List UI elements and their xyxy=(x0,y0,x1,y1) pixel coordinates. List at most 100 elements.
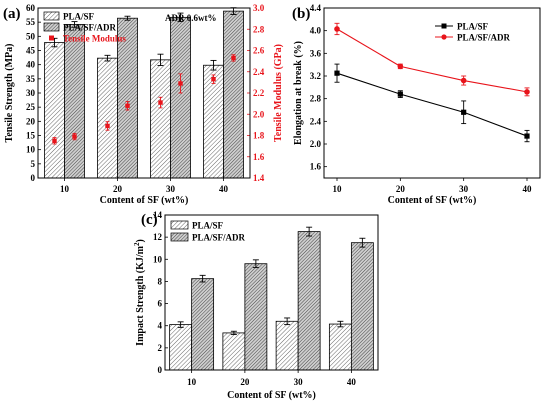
y-right-tick-label: 2.2 xyxy=(253,88,265,98)
y-right-tick-label: 2.6 xyxy=(253,46,265,56)
y-right-tick-label: 1.4 xyxy=(253,173,265,183)
y-tick-label: 15 xyxy=(26,131,36,141)
y-tick-label: 50 xyxy=(26,31,36,41)
legend-label: PLA/SF xyxy=(192,221,224,231)
series-line-pla-sf xyxy=(336,72,528,137)
y-tick-label: 35 xyxy=(26,74,36,84)
y-right-tick-label: 2.4 xyxy=(253,67,265,77)
y-right-tick-label: 3.0 xyxy=(253,3,265,13)
y-tick-label: 3.2 xyxy=(310,71,322,81)
y-tick-label: 55 xyxy=(26,17,36,27)
series-line-pla-sf-adr xyxy=(336,28,528,93)
x-tick-label: 20 xyxy=(396,184,406,194)
y-right-tick-label: 1.8 xyxy=(253,131,265,141)
modulus-point-10-left xyxy=(52,138,57,144)
panel-b: (b) 1.6 2.0 2.4 2.8 3.2 3.6 4.0 4.4 10 20 30 40 PLA/S… xyxy=(292,3,541,206)
bar-pla-sf-adr-20 xyxy=(244,263,268,371)
bar-pla-sf-10 xyxy=(44,42,65,179)
y-tick-label: 2.8 xyxy=(310,94,322,104)
legend-swatch-modulus xyxy=(49,35,54,41)
legend-label: PLA/SF/ADR xyxy=(192,233,246,243)
y-tick-label: 8 xyxy=(158,276,163,286)
modulus-point-20-right xyxy=(125,103,130,108)
legend-swatch xyxy=(170,220,189,230)
y-tick-label: 30 xyxy=(26,88,36,98)
y-right-tick-label: 1.6 xyxy=(253,152,265,162)
y-tick-label: 10 xyxy=(153,254,163,264)
bar-pla-sf-adr-40 xyxy=(223,10,244,179)
plot-frame xyxy=(164,214,379,371)
legend-label: PLA/SF/ADR xyxy=(457,33,511,43)
bar-pla-sf-40 xyxy=(328,323,352,371)
y-tick-label: 0 xyxy=(158,365,163,375)
legend-label: PLA/SF/ADR xyxy=(63,23,117,33)
y-tick-label: 60 xyxy=(26,3,36,13)
bar-pla-sf-adr-30 xyxy=(297,231,321,371)
y-tick-label: 6 xyxy=(158,299,163,309)
x-tick-label: 40 xyxy=(523,184,533,194)
x-axis-title: Content of SF (wt%) xyxy=(100,195,189,206)
y-tick-label: 2.4 xyxy=(310,116,322,126)
bar-pla-sf-adr-10 xyxy=(64,24,85,179)
legend-marker-pla-sf-adr xyxy=(441,34,447,40)
point-pla-sf-10 xyxy=(334,70,340,76)
modulus-point-40-right xyxy=(231,55,236,61)
x-tick-label: 30 xyxy=(459,184,469,194)
bar-pla-sf-adr-30 xyxy=(170,16,191,179)
y-right-axis-title: Tensile Modulus (GPa) xyxy=(273,44,284,142)
legend-swatch xyxy=(170,232,189,242)
y-right-tick-label: 2.0 xyxy=(253,109,265,119)
bar-pla-sf-10 xyxy=(169,324,193,371)
panel-a: (a) 0 5 10 15 20 25 30 35 40 45 50 55 60 1.4 1.6 1.8 2.0 2… xyxy=(3,3,284,206)
y-tick-label: 40 xyxy=(26,60,36,70)
panel-c: (c) 0 2 4 6 8 10 12 14 10 20 30 40 PLA/SF PLA/SF/ADR Co… xyxy=(133,210,379,401)
bar-pla-sf-20 xyxy=(97,57,118,179)
modulus-point-10-right xyxy=(72,134,77,139)
point-pla-sf-adr-20 xyxy=(397,63,404,70)
modulus-point-30-left xyxy=(158,100,163,105)
modulus-point-40-left xyxy=(211,76,216,82)
point-pla-sf-adr-40 xyxy=(524,89,530,95)
x-tick-label: 40 xyxy=(347,377,357,387)
y-tick-label: 2.0 xyxy=(310,139,322,149)
y-tick-label: 4.4 xyxy=(310,3,322,13)
point-pla-sf-adr-30 xyxy=(460,77,467,84)
x-tick-label: 40 xyxy=(219,184,229,194)
y-tick-label: 0 xyxy=(31,173,36,183)
y-tick-label: 4.0 xyxy=(310,26,322,36)
panel-letter-b: (b) xyxy=(292,6,310,22)
y-tick-label: 14 xyxy=(153,210,163,220)
plot-frame xyxy=(323,7,541,179)
x-tick-label: 30 xyxy=(166,184,176,194)
x-tick-label: 10 xyxy=(187,377,197,387)
panel-letter-a: (a) xyxy=(3,6,21,22)
point-pla-sf-30 xyxy=(461,109,467,115)
y-tick-label: 5 xyxy=(31,159,36,169)
bar-pla-sf-30 xyxy=(275,320,299,371)
legend-swatch xyxy=(43,22,60,32)
y-tick-label: 25 xyxy=(26,102,36,112)
point-pla-sf-20 xyxy=(397,91,403,97)
y-axis-title: Tensile Strength (MPa) xyxy=(4,44,15,143)
x-tick-label: 10 xyxy=(333,184,343,194)
x-tick-label: 20 xyxy=(113,184,123,194)
y-axis-title: Impact Strength (KJ/m2) xyxy=(133,239,146,346)
point-pla-sf-adr-10 xyxy=(334,26,340,32)
legend-label-modulus: Tensile Modulus xyxy=(63,34,126,44)
annotation-adr: ADR 0.6wt% xyxy=(165,13,217,23)
legend-label: PLA/SF xyxy=(63,12,95,22)
bar-pla-sf-30 xyxy=(150,59,171,179)
panel-letter-c: (c) xyxy=(141,212,158,228)
bar-pla-sf-20 xyxy=(222,332,246,371)
bar-pla-sf-adr-40 xyxy=(350,242,374,371)
y-tick-label: 4 xyxy=(158,321,163,331)
y-tick-label: 45 xyxy=(26,46,36,56)
y-axis-title: Elongation at break (%) xyxy=(293,41,304,145)
y-tick-label: 12 xyxy=(153,232,163,242)
x-tick-label: 20 xyxy=(240,377,250,387)
y-tick-label: 1.6 xyxy=(310,162,322,172)
legend-swatch xyxy=(43,11,60,21)
y-tick-label: 10 xyxy=(26,145,36,155)
x-axis-title: Content of SF (wt%) xyxy=(388,195,477,206)
